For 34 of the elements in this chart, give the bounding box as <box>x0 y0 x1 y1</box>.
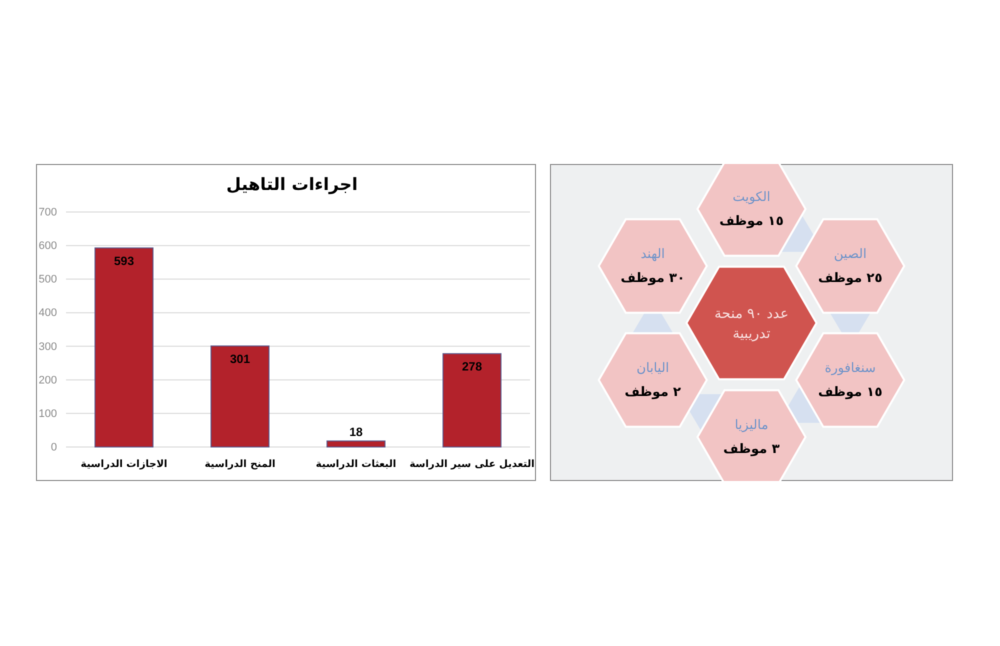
text: ٢ موظف <box>624 385 681 400</box>
category-label: الهند <box>640 247 665 262</box>
y-tick-label: 300 <box>38 340 57 353</box>
x-tick-label: الاجازات الدراسية <box>80 459 168 470</box>
data-label: 18 <box>349 424 363 439</box>
category-label: اليابان <box>636 361 670 376</box>
text: عدد ٩٠ منحة تدريبية <box>714 306 789 342</box>
category-label: الكويت <box>732 190 770 205</box>
y-tick-label: 600 <box>38 240 57 252</box>
y-tick-label: 700 <box>38 206 57 219</box>
category-label: سنغافورة <box>824 361 876 376</box>
bar <box>326 440 386 448</box>
data-label: 593 <box>114 254 134 268</box>
category-label: الصين <box>834 247 867 262</box>
x-tick-label: التعديل على سير الدراسة <box>409 459 535 470</box>
x-tick-label: المنح الدراسية <box>204 459 276 470</box>
y-tick-label: 0 <box>50 442 57 454</box>
x-tick-label: البعثات الدراسية <box>316 459 396 470</box>
text: ٢٥ موظف <box>818 271 882 286</box>
y-tick-label: 100 <box>38 408 57 420</box>
bar <box>210 345 270 448</box>
y-tick-label: 200 <box>38 374 57 386</box>
data-label: 278 <box>462 360 482 374</box>
y-tick-label: 500 <box>38 274 57 286</box>
category-label: ماليزيا <box>734 418 768 433</box>
text: ٣ موظف <box>723 442 780 457</box>
text: ٣٠ موظف <box>620 271 685 286</box>
text: ١٥ موظف <box>818 385 882 400</box>
bar <box>442 353 502 448</box>
bar <box>94 247 154 448</box>
text: ١٥ موظف <box>719 214 784 229</box>
chart-title: اجراءات التاهيل <box>226 175 358 195</box>
y-tick-label: 400 <box>38 307 57 320</box>
data-label: 301 <box>230 352 250 366</box>
